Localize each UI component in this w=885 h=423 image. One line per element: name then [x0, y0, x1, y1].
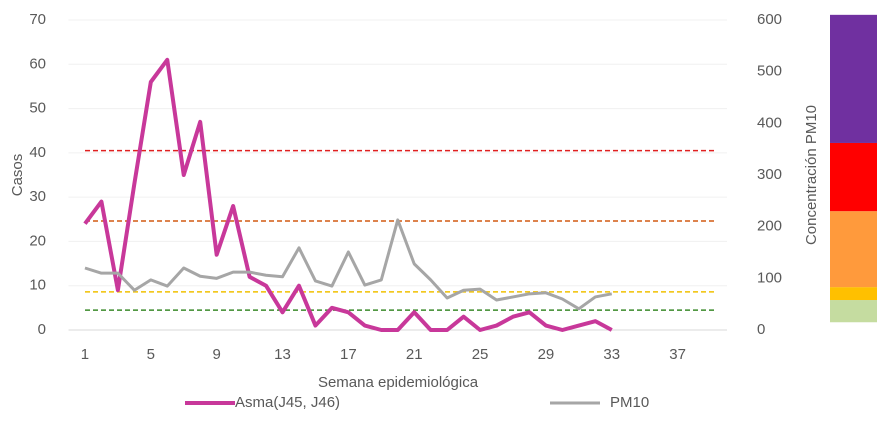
- pm10-band: [830, 142, 877, 212]
- series-line: [84, 218, 613, 311]
- y-tick-label: 10: [29, 277, 46, 294]
- x-tick-label: 21: [406, 346, 423, 363]
- x-tick-label: 13: [274, 346, 291, 363]
- y-tick-label: 50: [29, 100, 46, 117]
- y2-tick-label: 500: [757, 63, 782, 80]
- series-line: [83, 57, 613, 332]
- y-tick-label: 40: [29, 144, 46, 161]
- pm10-band: [830, 287, 877, 301]
- legend-label: PM10: [610, 394, 649, 411]
- y2-tick-label: 100: [757, 269, 782, 286]
- y2-tick-label: 0: [757, 321, 765, 338]
- y2-axis-label: Concentración PM10: [803, 105, 820, 245]
- y2-tick-label: 300: [757, 166, 782, 183]
- x-axis-label: Semana epidemiológica: [318, 374, 479, 391]
- x-tick-label: 29: [538, 346, 555, 363]
- y-tick-label: 20: [29, 232, 46, 249]
- x-tick-label: 37: [669, 346, 686, 363]
- pm10-band: [830, 300, 877, 323]
- legend-label: Asma(J45, J46): [235, 394, 340, 411]
- x-tick-label: 1: [81, 346, 89, 363]
- x-tick-label: 25: [472, 346, 489, 363]
- pm10-band: [830, 211, 877, 288]
- y2-tick-label: 200: [757, 218, 782, 235]
- y-tick-label: 30: [29, 188, 46, 205]
- pm10-band: [830, 14, 877, 143]
- y-axis-label: Casos: [9, 154, 26, 197]
- x-tick-label: 9: [212, 346, 220, 363]
- y2-tick-label: 400: [757, 114, 782, 131]
- x-tick-label: 33: [603, 346, 620, 363]
- y2-tick-label: 600: [757, 11, 782, 28]
- y-tick-label: 60: [29, 55, 46, 72]
- y-tick-label: 0: [38, 321, 46, 338]
- y-tick-label: 70: [29, 11, 46, 28]
- x-tick-label: 17: [340, 346, 357, 363]
- x-tick-label: 5: [147, 346, 155, 363]
